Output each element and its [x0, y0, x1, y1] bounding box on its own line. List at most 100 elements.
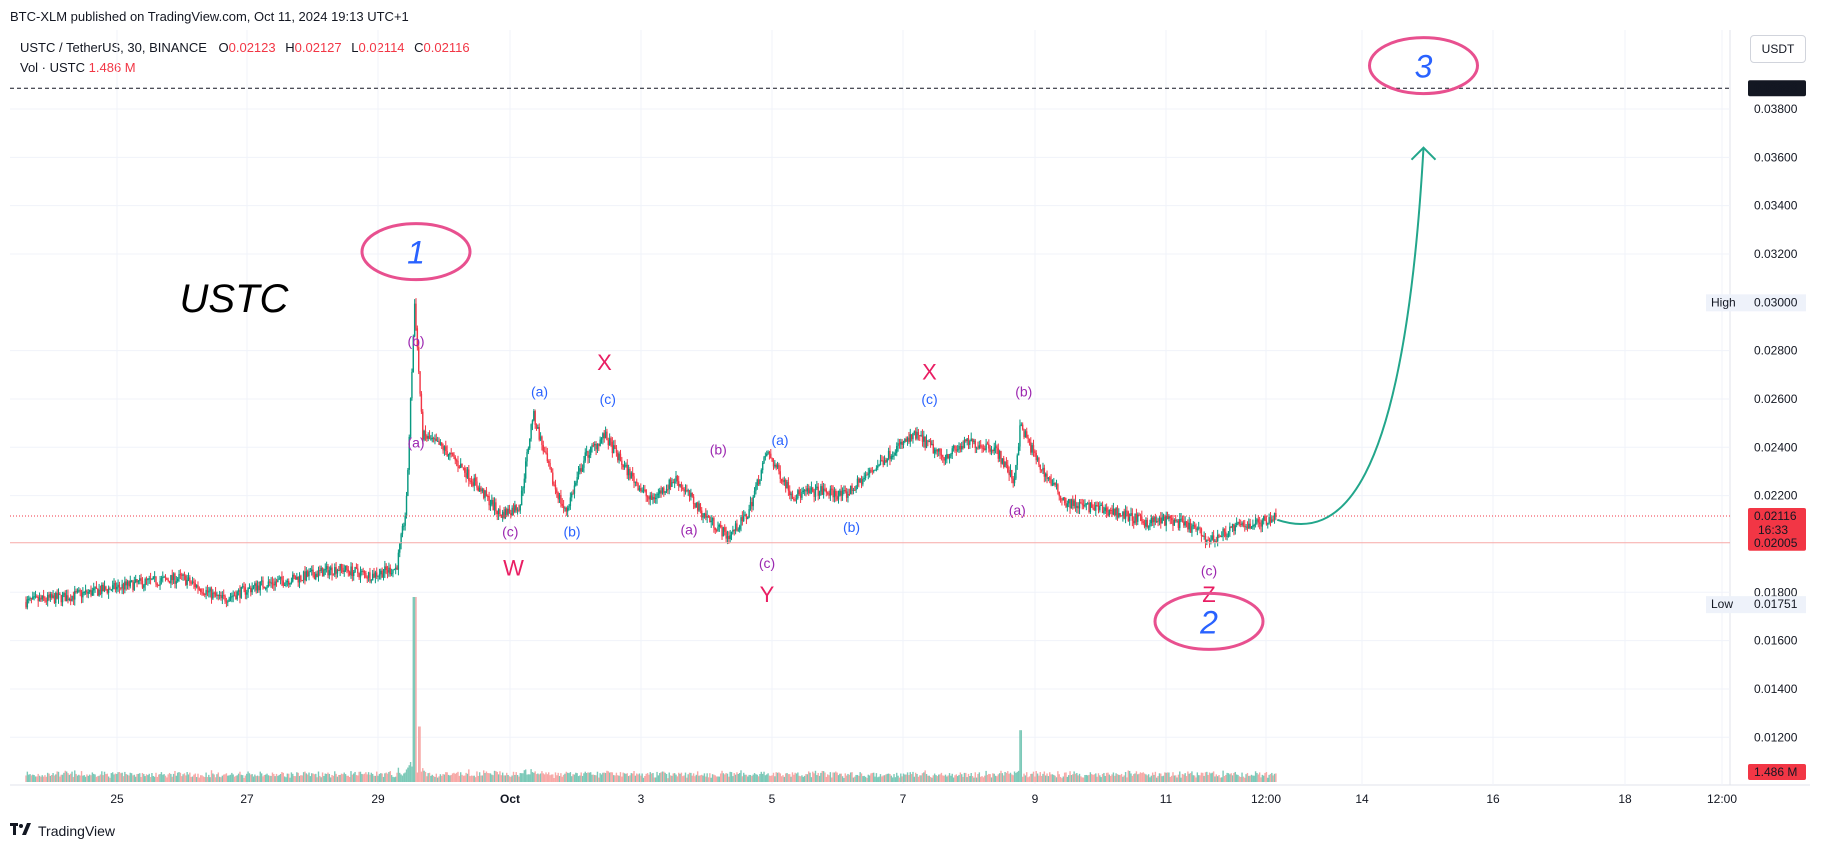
volume-bar — [56, 771, 58, 782]
candle-body — [1089, 502, 1092, 513]
candle-body — [552, 472, 554, 485]
candle-body — [170, 575, 172, 584]
candle-body — [763, 457, 765, 464]
candle-body — [396, 567, 398, 570]
candle-body — [279, 576, 282, 579]
candle-body — [1091, 502, 1093, 508]
candle-body — [692, 496, 695, 504]
volume-bar — [786, 772, 788, 782]
volume-bar — [83, 775, 85, 782]
candle-body — [1204, 535, 1207, 543]
volume-bar — [1273, 773, 1276, 782]
volume-bar — [378, 773, 381, 782]
candle-body — [1122, 511, 1124, 516]
candle-body — [413, 303, 416, 337]
volume-bar — [1271, 772, 1273, 782]
candle-body — [637, 483, 639, 491]
candle-body — [69, 598, 72, 601]
volume-bar — [790, 776, 792, 782]
candle-body — [550, 469, 553, 473]
candle-body — [564, 507, 566, 509]
candle-body — [740, 517, 742, 526]
candle-body — [87, 592, 89, 594]
candle-body — [910, 434, 913, 440]
candle-body — [660, 490, 662, 494]
volume-bar — [748, 774, 750, 782]
volume-bar — [455, 772, 458, 782]
volume-bar — [384, 773, 386, 782]
candle-body — [404, 515, 406, 526]
candle-body — [1131, 513, 1134, 521]
volume-bar — [351, 774, 354, 782]
volume-bar — [745, 774, 748, 782]
volume-bar — [682, 776, 684, 782]
candle-body — [1157, 521, 1159, 523]
candle-body — [967, 438, 970, 445]
volume-bar — [118, 771, 121, 782]
candle-body — [453, 453, 455, 457]
candle-body — [883, 459, 886, 465]
candle-body — [271, 582, 274, 585]
volume-bar — [262, 776, 264, 782]
candle-body — [1268, 517, 1270, 524]
candle-body — [885, 459, 887, 463]
candle-body — [74, 591, 76, 600]
candle-body — [141, 580, 144, 588]
volume-bar — [737, 773, 739, 782]
volume-bar — [68, 774, 71, 782]
volume-bar — [1242, 776, 1245, 782]
candle-body — [247, 588, 249, 593]
candle-body — [109, 588, 111, 590]
candle-body — [940, 454, 943, 456]
volume-bar — [443, 774, 446, 782]
candle-body — [305, 571, 308, 581]
volume-bar — [1059, 776, 1062, 782]
candle-body — [768, 451, 771, 454]
volume-bar — [369, 774, 371, 782]
candle-body — [403, 525, 405, 527]
currency-button[interactable]: USDT — [1750, 35, 1806, 63]
volume-bar — [997, 774, 999, 782]
volume-bar — [848, 774, 851, 782]
candle-body — [560, 495, 562, 504]
volume-bar — [208, 774, 210, 782]
volume-bar — [441, 775, 443, 782]
volume-bar — [1208, 772, 1211, 782]
candle-body — [733, 529, 735, 531]
volume-bar — [224, 774, 226, 782]
volume-bar — [464, 775, 466, 782]
volume-label[interactable]: Vol · USTC — [20, 60, 86, 75]
candle-body — [194, 583, 196, 588]
low-value: 0.02114 — [358, 40, 405, 55]
candle-body — [1260, 523, 1262, 527]
candle-body — [625, 464, 627, 466]
candle-body — [665, 489, 668, 492]
highlight-circle — [1153, 591, 1265, 651]
candle-body — [1207, 539, 1209, 541]
candle-body — [734, 523, 737, 531]
volume-bar — [1244, 777, 1246, 782]
candle-body — [950, 454, 952, 457]
candle-body — [454, 456, 456, 461]
volume-bar — [176, 772, 179, 782]
candle-body — [353, 572, 355, 577]
volume-bar — [763, 771, 765, 782]
volume-bar — [134, 776, 137, 782]
candle-body — [1210, 539, 1212, 544]
volume-bar — [331, 774, 333, 782]
volume-bar — [1100, 777, 1102, 782]
volume-bar — [229, 774, 232, 782]
candle-body — [833, 490, 836, 498]
candle-body — [539, 436, 542, 440]
candle-body — [288, 581, 290, 585]
candle-body — [266, 586, 268, 589]
candle-body — [893, 455, 895, 457]
volume-bar — [1028, 776, 1031, 782]
candle-body — [713, 517, 715, 528]
footer-brand[interactable]: TradingView — [38, 823, 116, 839]
candle-body — [581, 467, 584, 472]
candle-body — [1203, 535, 1205, 537]
symbol-name[interactable]: USTC / TetherUS, 30, BINANCE — [20, 40, 207, 55]
volume-bar — [579, 775, 581, 782]
